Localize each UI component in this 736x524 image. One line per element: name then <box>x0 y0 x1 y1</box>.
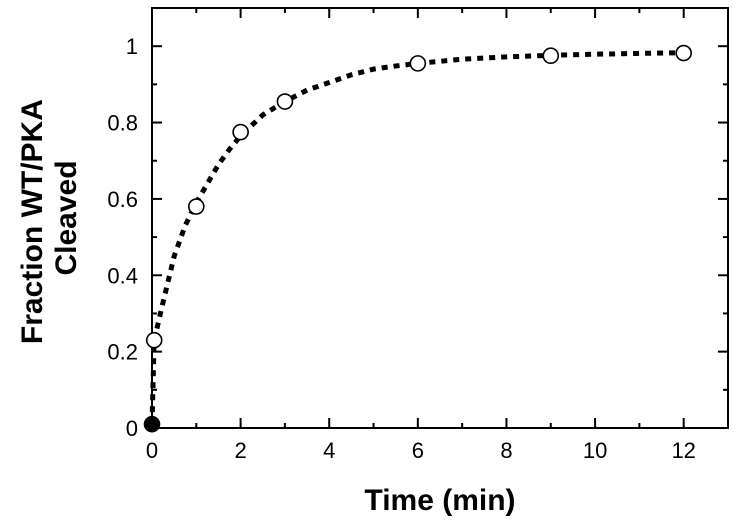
data-point-open <box>409 55 427 72</box>
x-axis-title: Time (min) <box>364 484 515 517</box>
y-axis-title-line-1: Fraction WT/PKA <box>16 100 49 344</box>
x-tick-label: 6 <box>412 438 424 463</box>
data-point-open <box>232 123 249 141</box>
data-point-open <box>276 93 294 110</box>
y-tick-label: 1 <box>126 34 138 59</box>
data-point-open <box>542 47 560 65</box>
data-point-open <box>188 198 205 215</box>
y-tick-label: 0.8 <box>107 111 138 136</box>
data-points <box>143 44 692 433</box>
x-tick-label: 8 <box>500 438 512 463</box>
plot-frame <box>151 7 729 429</box>
y-axis-title: Fraction WT/PKA Cleaved <box>16 92 83 344</box>
y-tick-label: 0.2 <box>107 340 138 365</box>
fit-curve <box>149 50 684 425</box>
x-tick-label: 10 <box>583 438 607 463</box>
x-tick-label: 0 <box>146 438 158 463</box>
x-tick-label: 12 <box>671 438 695 463</box>
x-tick-label: 2 <box>234 438 246 463</box>
y-tick-label: 0.6 <box>107 187 138 212</box>
y-tick-label: 0.4 <box>107 263 138 288</box>
y-tick-label: 0 <box>126 416 138 441</box>
tick-labels: 0 2 4 6 8 10 12 0 0.2 0.4 0.6 0.8 1 <box>107 34 696 463</box>
x-tick-label: 4 <box>323 438 335 463</box>
data-point-open <box>145 331 163 349</box>
data-point-filled <box>143 415 161 433</box>
axis-ticks <box>151 7 729 429</box>
data-point-open <box>675 44 692 62</box>
y-axis-title-line-2: Cleaved <box>50 160 83 275</box>
